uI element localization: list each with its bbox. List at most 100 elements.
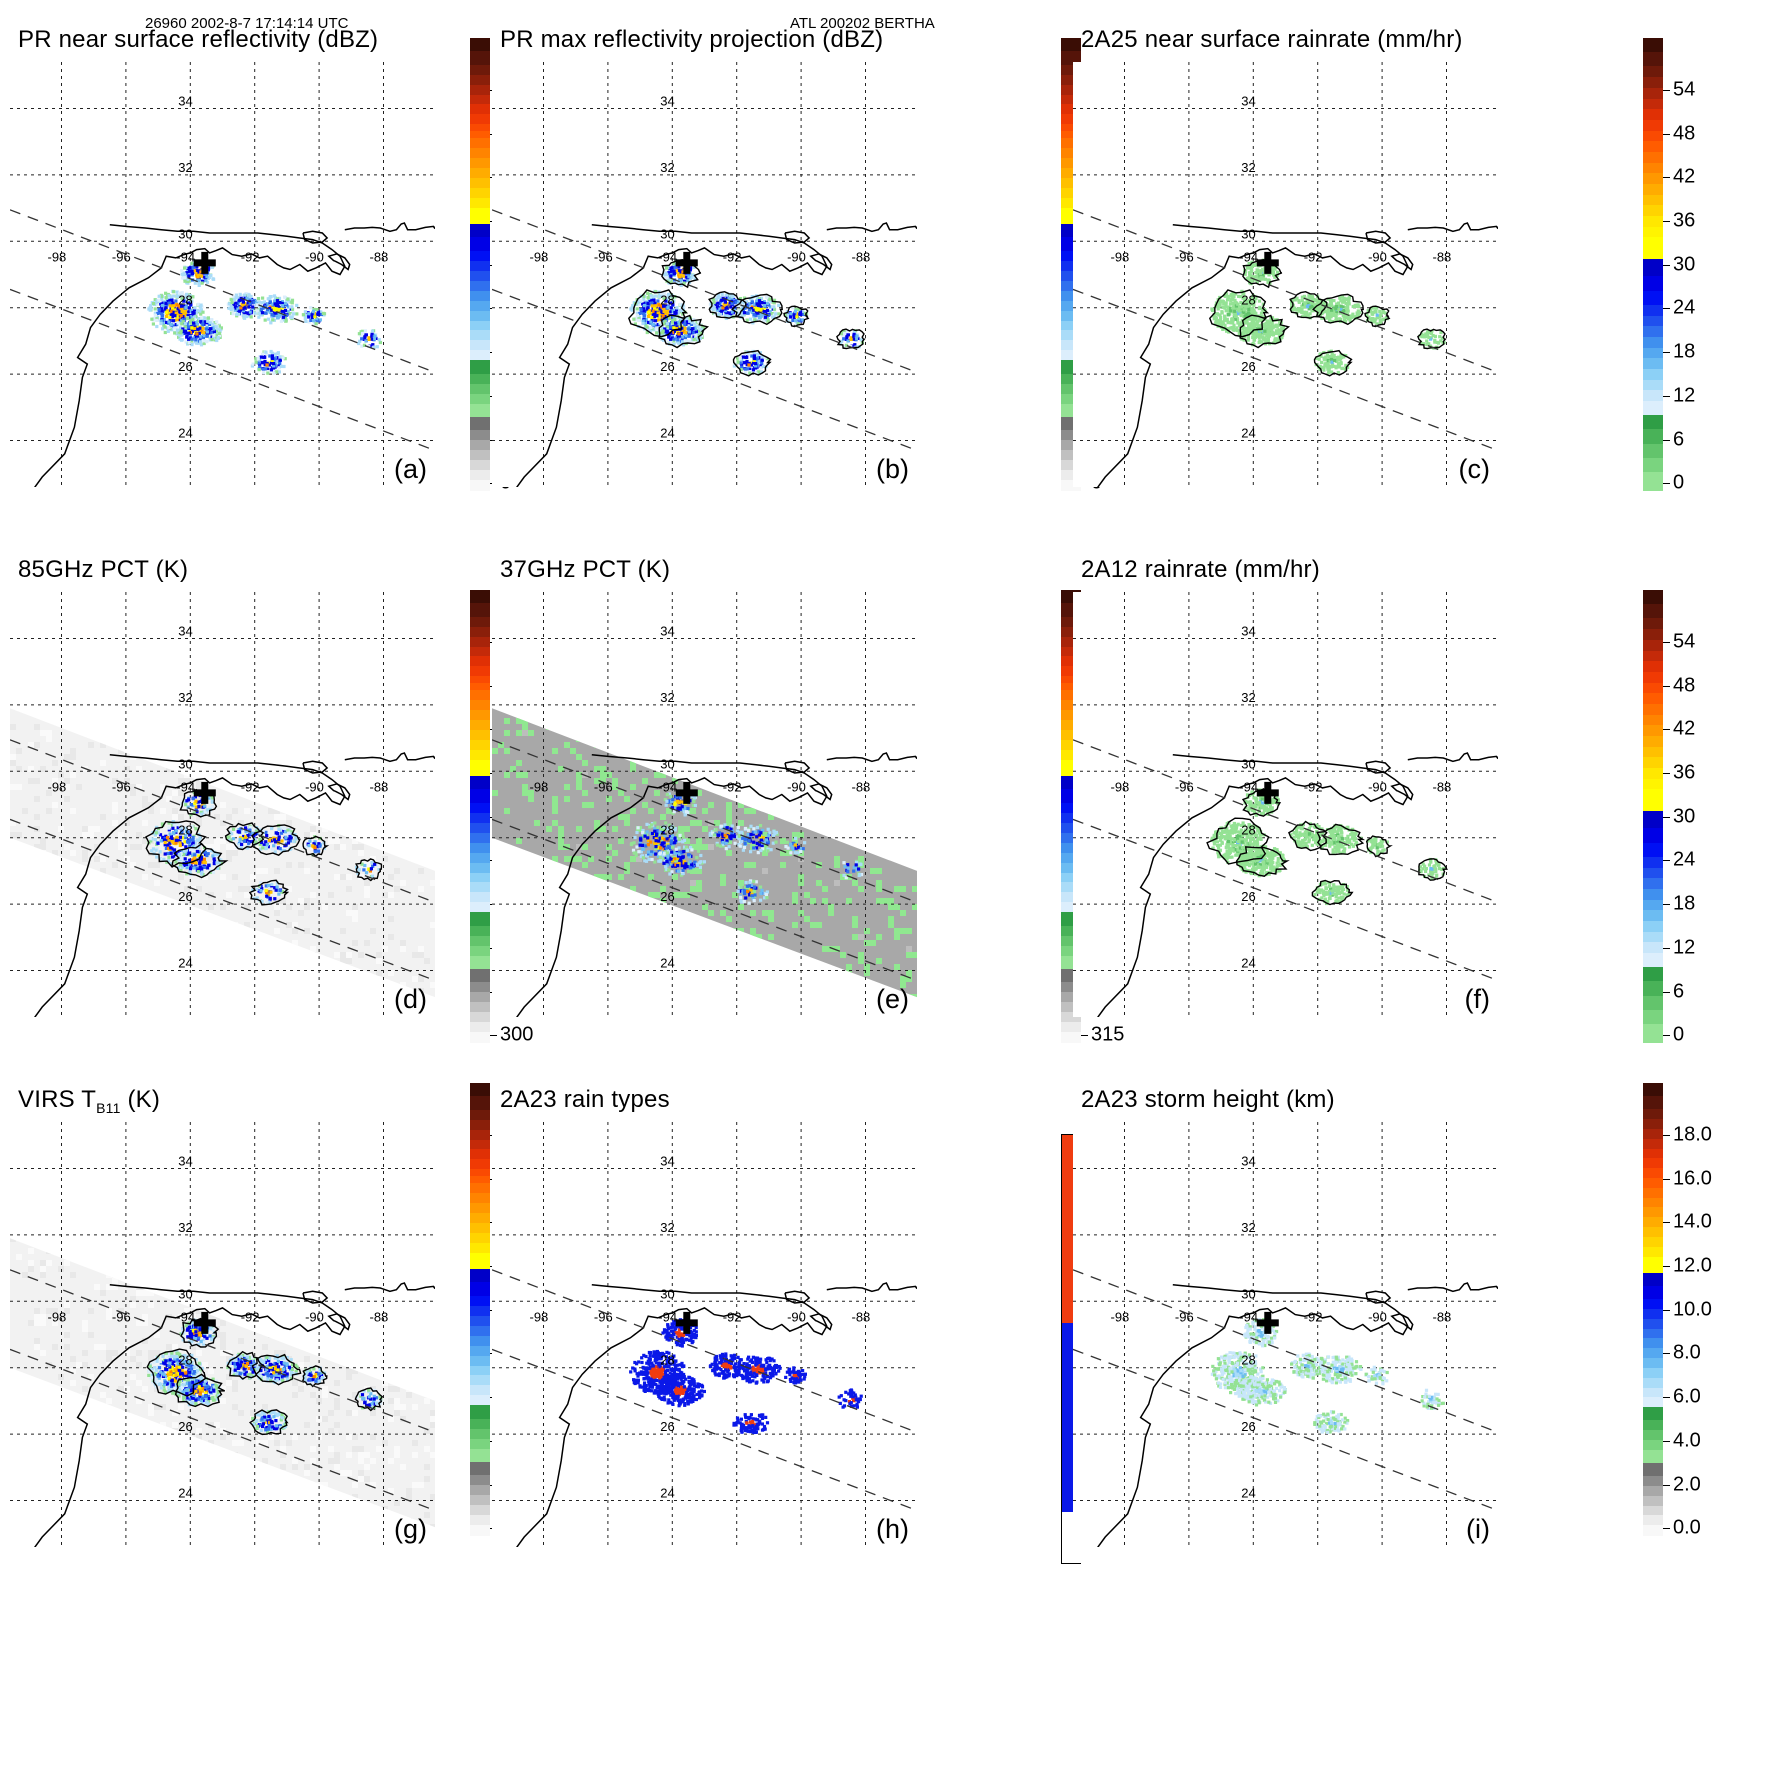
colorbar-segment [1643, 173, 1663, 186]
map-plot-i[interactable]: 34 32 30 28 26 24 -98 -96 -94 -92 -90 -88 [1073, 1122, 1498, 1547]
colorbar-segment [470, 1365, 490, 1377]
colorbar-tick [1663, 1353, 1670, 1355]
map-plot-h[interactable]: 34 32 30 28 26 24 -98 -96 -94 -92 -90 -88 [492, 1122, 917, 1547]
map-plot-d[interactable]: 34 32 30 28 26 24 -98 -96 -94 -92 -90 -88 [10, 592, 435, 1017]
colorbar-segment [1061, 84, 1081, 96]
colorbar-segment [470, 383, 490, 395]
colorbar-segment [1061, 832, 1081, 844]
svg-text:32: 32 [660, 160, 674, 175]
svg-text:-92: -92 [241, 249, 260, 264]
colorbar-tick [1663, 1035, 1670, 1037]
colorbar-segment [470, 862, 490, 874]
colorbar-segment [1643, 1197, 1663, 1209]
map-plot-f[interactable]: 34 32 30 28 26 24 -98 -96 -94 -92 -90 -88 [1073, 592, 1498, 1017]
colorbar-segment [1061, 812, 1081, 824]
panel-tag-c: (c) [1458, 454, 1490, 484]
colorbar-segment [470, 1176, 490, 1184]
colorbar-tick [1663, 1266, 1670, 1268]
colorbar-segment [470, 94, 490, 106]
colorbar-segment [1643, 315, 1663, 328]
colorbar-segment [1643, 725, 1663, 738]
colorbar-segment [1643, 1495, 1663, 1507]
colorbar-segment [1643, 109, 1663, 121]
colorbar-segment [1061, 137, 1081, 149]
colorbar-segment [1643, 693, 1663, 705]
colorbar-segment [1643, 1309, 1663, 1320]
colorbar-segment [1643, 1515, 1663, 1527]
colorbar-segment [1061, 709, 1081, 721]
colorbar-segment [470, 626, 490, 638]
colorbar-segment [1061, 892, 1081, 904]
colorbar-segment [1643, 590, 1663, 606]
colorbar-tick [1663, 947, 1670, 949]
colorbar-segment [1643, 98, 1663, 111]
colorbar-segment [470, 616, 490, 628]
map-plot-a[interactable]: 34 32 30 28 26 24 -98 -96 -94 -92 -90 -88 [10, 62, 435, 487]
colorbar-segment [1643, 1119, 1663, 1130]
colorbar-segment [470, 64, 490, 76]
colorbar-segment [1643, 618, 1663, 631]
colorbar-segment [470, 1269, 490, 1284]
svg-text:34: 34 [660, 93, 674, 108]
colorbar-label: 12 [1673, 384, 1696, 407]
colorbar-segment [1643, 1148, 1663, 1160]
map-plot-b[interactable]: 34 32 30 28 26 24 -98 -96 -94 -92 -90 -88 [492, 62, 917, 487]
colorbar-segment [470, 1232, 490, 1244]
colorbar-segment [1643, 1272, 1663, 1288]
colorbar-tick [1663, 860, 1670, 862]
colorbar-segment [1643, 390, 1663, 403]
colorbar-segment [1643, 828, 1663, 844]
colorbar-segment [470, 460, 490, 472]
map-plot-e[interactable]: 34 32 30 28 26 24 -98 -96 -94 -92 -90 -88 [492, 592, 917, 1017]
colorbar-segment [470, 1159, 490, 1171]
colorbar-segment [1061, 636, 1081, 648]
colorbar-segment [470, 1405, 490, 1420]
colorbar-segment [470, 1139, 490, 1151]
colorbar-segment [1061, 167, 1081, 179]
map-plot-c[interactable]: 34 32 30 28 26 24 -98 -96 -94 -92 -90 -88 [1073, 62, 1498, 487]
colorbar-segment [470, 1096, 490, 1111]
colorbar-segment [470, 1222, 490, 1234]
svg-text:28: 28 [660, 293, 674, 308]
colorbar-segment [470, 1418, 490, 1430]
colorbar-tick [1663, 1528, 1670, 1530]
map-plot-g[interactable]: 34 32 30 28 26 24 -98 -96 -94 -92 -90 -88 [10, 1122, 435, 1547]
colorbar-panel-i: 18.0 16.0 14.0 12.0 10.0 8.0 6.0 4.0 2.0 0.0 [1643, 1083, 1712, 1539]
colorbar-segment [470, 1002, 490, 1014]
colorbar-segment [470, 1335, 490, 1347]
colorbar-segment [1643, 1348, 1663, 1360]
panel-f: 2A12 rainrate (mm/hr) 34 32 30 28 26 24 -98 -96-… [1073, 556, 1498, 1017]
colorbar-segment [1643, 1387, 1663, 1399]
colorbar-segment [470, 416, 490, 432]
colorbar-segment [470, 300, 490, 312]
colorbar-segment [1643, 151, 1663, 164]
colorbar-tick [1663, 729, 1670, 731]
colorbar-segment [1643, 276, 1663, 292]
colorbar-segment [1061, 270, 1081, 282]
panel-title-f: 2A12 rainrate (mm/hr) [1081, 556, 1320, 583]
colorbar-segment [470, 440, 490, 452]
colorbar-segment [1643, 757, 1663, 770]
colorbar-label: 18 [1673, 340, 1696, 363]
colorbar-gradient [470, 38, 490, 492]
colorbar-segment [1643, 1318, 1663, 1330]
colorbar-segment [1643, 931, 1663, 944]
colorbar-segment [1061, 383, 1081, 395]
svg-text:-92: -92 [723, 249, 742, 264]
colorbar-segment [1061, 64, 1081, 76]
colorbar-segment [470, 260, 490, 272]
colorbar-tick [1663, 1440, 1670, 1442]
svg-text:26: 26 [660, 359, 674, 374]
colorbar-segment [1643, 1525, 1663, 1537]
colorbar-segment [1643, 650, 1663, 663]
colorbar-segment [1061, 280, 1081, 292]
colorbar-segment [1061, 310, 1081, 322]
colorbar-segment [1643, 1505, 1663, 1517]
colorbar-segment [1061, 749, 1081, 761]
colorbar-segment [1643, 920, 1663, 933]
colorbar-label: 6.0 [1673, 1385, 1701, 1408]
colorbar-segment [470, 776, 490, 791]
svg-text:-96: -96 [112, 249, 131, 264]
colorbar-segment [1643, 878, 1663, 891]
